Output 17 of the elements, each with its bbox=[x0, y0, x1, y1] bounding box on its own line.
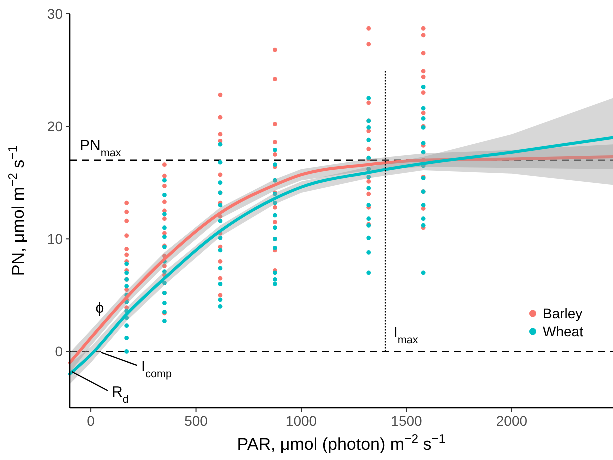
annotation: ϕ bbox=[96, 300, 104, 317]
x-tick-label: 2000 bbox=[496, 413, 528, 429]
annotation: R$_{d}$ bbox=[112, 384, 129, 406]
x-tick-label: 1500 bbox=[391, 413, 423, 429]
y-tick-label: 10 bbox=[47, 231, 64, 248]
x-axis-title: PAR, μmol (photon) m$^{−2}$ s$^{−1}$ bbox=[237, 432, 446, 454]
x-tick-label: 1000 bbox=[286, 413, 318, 429]
legend-label: Barley bbox=[543, 306, 583, 322]
annotation: I$_{max}$ bbox=[394, 324, 419, 347]
x-tick-label: 0 bbox=[87, 413, 96, 429]
y-tick-label: 20 bbox=[47, 118, 64, 135]
legend-label: Wheat bbox=[543, 324, 584, 340]
x-tick-label: 500 bbox=[184, 413, 208, 429]
y-tick-label: 0 bbox=[55, 344, 64, 360]
annotation: PN$_{max}$ bbox=[80, 137, 122, 160]
y-tick-label: 30 bbox=[47, 6, 64, 22]
annotation: I$_{comp}$ bbox=[141, 358, 172, 381]
